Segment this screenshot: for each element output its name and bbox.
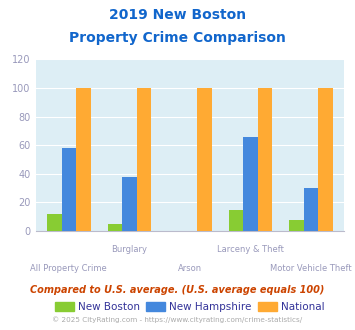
Bar [258, 88, 272, 231]
Text: 2019 New Boston: 2019 New Boston [109, 8, 246, 22]
Bar [197, 88, 212, 231]
Bar [318, 88, 333, 231]
Bar [108, 224, 122, 231]
Bar [243, 137, 258, 231]
Text: Burglary: Burglary [111, 245, 147, 254]
Text: Arson: Arson [178, 264, 202, 273]
Bar [137, 88, 151, 231]
Text: Motor Vehicle Theft: Motor Vehicle Theft [270, 264, 352, 273]
Bar [122, 177, 137, 231]
Legend: New Boston, New Hampshire, National: New Boston, New Hampshire, National [51, 298, 329, 316]
Bar [289, 219, 304, 231]
Bar [47, 214, 61, 231]
Bar [61, 148, 76, 231]
Text: Property Crime Comparison: Property Crime Comparison [69, 31, 286, 45]
Bar [304, 188, 318, 231]
Bar [229, 210, 243, 231]
Text: All Property Crime: All Property Crime [31, 264, 107, 273]
Text: Compared to U.S. average. (U.S. average equals 100): Compared to U.S. average. (U.S. average … [30, 285, 325, 295]
Text: © 2025 CityRating.com - https://www.cityrating.com/crime-statistics/: © 2025 CityRating.com - https://www.city… [53, 317, 302, 323]
Text: Larceny & Theft: Larceny & Theft [217, 245, 284, 254]
Bar [76, 88, 91, 231]
